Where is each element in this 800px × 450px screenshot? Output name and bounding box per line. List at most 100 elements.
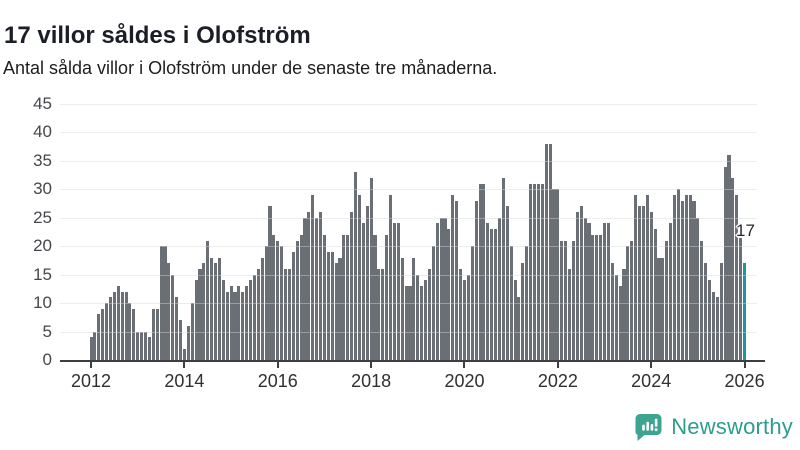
gridline — [60, 104, 757, 105]
bar — [676, 189, 680, 360]
bar — [330, 251, 334, 360]
bar — [466, 274, 470, 360]
bar — [354, 172, 358, 360]
x-tick-mark — [183, 362, 186, 368]
bar — [136, 331, 140, 360]
bar — [175, 297, 179, 360]
gridline — [60, 217, 757, 219]
bar — [735, 195, 739, 360]
bar — [322, 234, 326, 360]
bar — [202, 263, 206, 360]
bar — [610, 263, 614, 360]
bar — [217, 257, 221, 360]
bar — [482, 183, 486, 360]
chart-subtitle: Antal sålda villor i Olofström under de … — [3, 58, 498, 78]
gridline-overlay — [60, 303, 757, 305]
bar — [692, 200, 696, 360]
bar — [416, 274, 420, 360]
y-tick-label: 25 — [33, 207, 52, 227]
bar — [105, 303, 109, 360]
bar — [439, 217, 443, 360]
bar — [630, 240, 634, 360]
bar — [431, 246, 435, 360]
bar — [657, 257, 661, 360]
bar — [455, 200, 459, 360]
bar — [532, 183, 537, 360]
bar — [462, 280, 467, 360]
bar — [731, 177, 735, 360]
bar — [221, 280, 225, 360]
bar — [225, 291, 229, 360]
x-tick-mark — [463, 362, 466, 368]
bar — [229, 286, 233, 360]
bar — [198, 268, 202, 360]
bar — [684, 195, 688, 360]
bar — [427, 268, 432, 360]
bar — [268, 206, 272, 360]
gridline — [60, 246, 757, 248]
bar — [377, 268, 381, 360]
bar — [540, 183, 544, 360]
bar — [665, 240, 669, 360]
bar — [120, 291, 124, 360]
bar — [194, 280, 198, 360]
bar — [645, 195, 649, 360]
bar — [536, 183, 540, 360]
bar — [494, 229, 498, 360]
bar — [385, 234, 389, 360]
bar — [579, 206, 583, 360]
x-tick-label: 2020 — [444, 371, 485, 391]
gridline — [60, 132, 757, 134]
bar — [350, 212, 354, 360]
bar — [727, 155, 731, 360]
bar — [595, 234, 599, 360]
bar — [529, 183, 533, 360]
bar — [108, 297, 113, 360]
bar — [101, 308, 105, 360]
bar — [132, 308, 136, 360]
newsworthy-logo[interactable]: Newsworthy — [635, 411, 793, 443]
bar — [284, 268, 288, 360]
gridline — [60, 160, 757, 162]
bar — [381, 268, 385, 360]
bar — [521, 263, 525, 360]
bar — [696, 217, 700, 360]
bar — [443, 217, 447, 360]
bar — [392, 223, 396, 360]
bar — [661, 257, 665, 360]
bar — [552, 189, 556, 360]
bar — [389, 195, 393, 360]
y-tick-label: 40 — [33, 122, 52, 142]
bar — [365, 206, 369, 360]
bar — [548, 143, 552, 360]
bar — [241, 291, 245, 360]
x-tick-mark — [743, 362, 746, 368]
gridline — [60, 189, 757, 191]
bar — [128, 303, 132, 360]
bar — [649, 212, 653, 360]
bar — [556, 189, 560, 360]
bar — [256, 268, 260, 360]
bar — [276, 240, 280, 360]
highlight-value-label: 17 — [736, 221, 755, 241]
bar — [311, 195, 315, 360]
bar — [396, 223, 400, 360]
bar — [474, 200, 478, 360]
bar — [622, 268, 626, 360]
bar — [210, 257, 214, 360]
gridline-overlay — [60, 217, 757, 219]
bar — [163, 246, 167, 360]
bar — [490, 229, 494, 360]
bar — [357, 195, 361, 360]
gridline-overlay — [60, 189, 757, 191]
y-tick-label: 45 — [33, 94, 52, 113]
bar — [280, 246, 284, 360]
bar — [641, 206, 645, 360]
bar-chart: 0 5 10 15 20 25 30 35 40 45 17 2012 2014 2016 2018 20… — [0, 95, 800, 405]
gridline-overlay — [60, 104, 757, 105]
bar — [486, 223, 490, 360]
bar — [346, 234, 350, 360]
bar — [637, 206, 642, 360]
bar — [116, 286, 120, 360]
bar — [564, 240, 568, 360]
